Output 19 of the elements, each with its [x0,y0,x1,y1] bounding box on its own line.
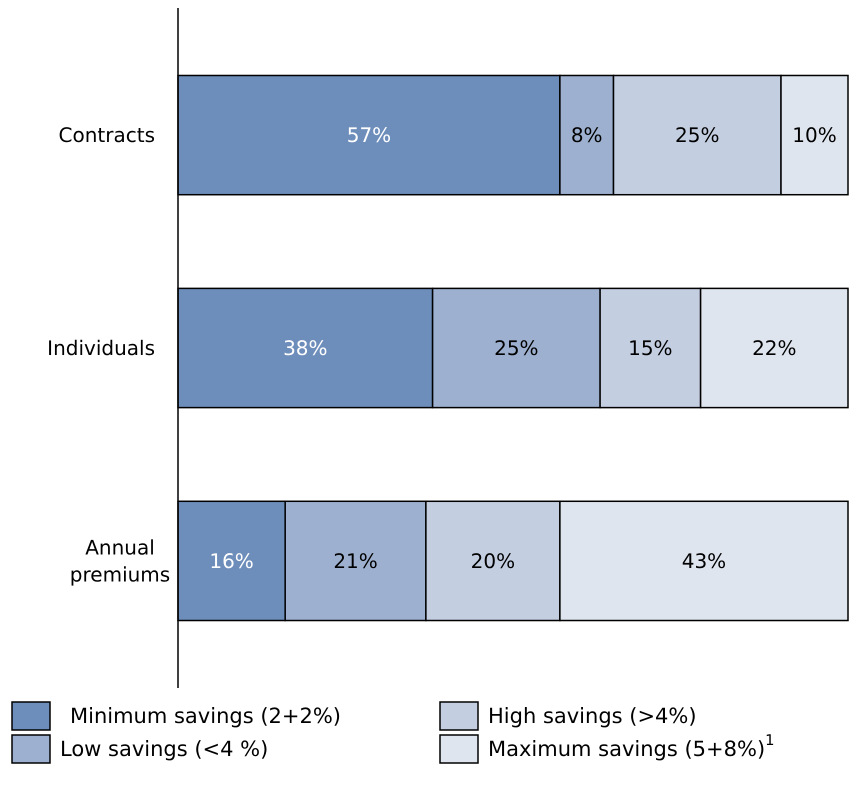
legend-label: High savings (>4%) [488,704,697,728]
data-label: 15% [628,336,673,360]
y-tick-label: Annual premiums [70,535,170,586]
legend-label: Minimum savings (2+2%) [70,704,341,728]
legend-label: Maximum savings (5+8%)$^{1}$ [488,732,774,761]
data-label: 43% [682,548,726,573]
data-label: 38% [283,336,328,360]
data-label: 57% [346,123,392,148]
data-label: 21% [333,548,378,573]
data-label: 8% [570,123,603,148]
y-tick-label: Individuals [47,336,155,360]
data-label: 20% [470,548,516,573]
data-label: 10% [792,123,837,148]
data-label: 25% [494,336,539,360]
data-label: 22% [752,336,797,360]
data-label: 25% [675,123,720,148]
legend-label: Low savings (<4 %) [60,737,268,761]
data-label: 16% [209,548,254,573]
y-tick-label: Contracts [58,123,155,148]
